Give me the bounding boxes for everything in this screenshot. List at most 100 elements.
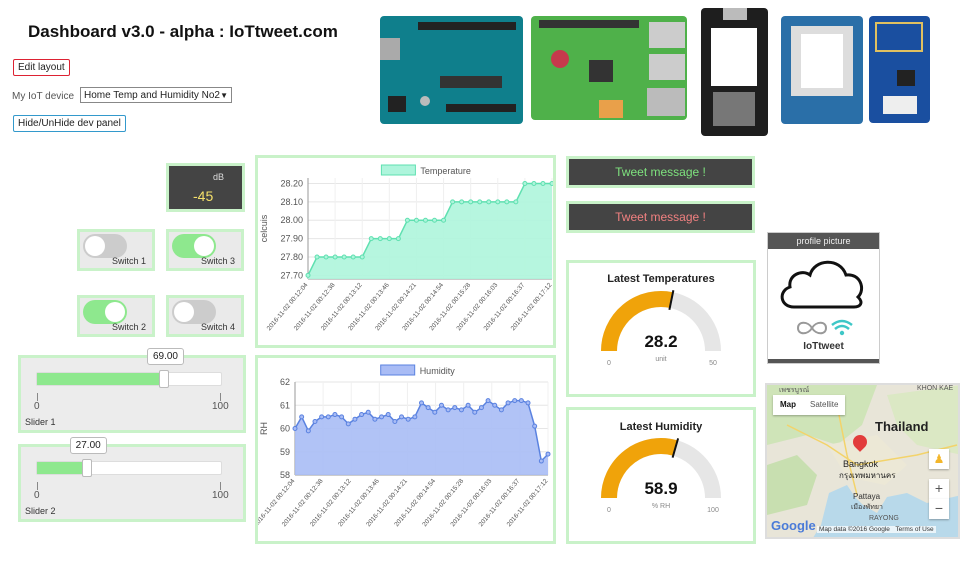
device-select[interactable]: Home Temp and Humidity No2 ▼	[80, 87, 232, 103]
switch-1-toggle[interactable]	[83, 234, 127, 258]
chart-point[interactable]	[472, 409, 478, 415]
chart-ytick-label: 28.00	[280, 215, 303, 225]
chart-point[interactable]	[452, 405, 458, 411]
chart-point[interactable]	[486, 199, 492, 205]
chart-point[interactable]	[319, 414, 325, 420]
chart-point[interactable]	[485, 398, 491, 404]
map-zoom-in-button[interactable]: +	[929, 479, 949, 499]
chart-point[interactable]	[522, 181, 528, 187]
chart-point[interactable]	[379, 414, 385, 420]
slider-2-handle[interactable]	[81, 459, 92, 477]
chart-point[interactable]	[365, 409, 371, 415]
chart-point[interactable]	[405, 416, 411, 422]
chart-point[interactable]	[385, 412, 391, 418]
chart-point[interactable]	[450, 199, 456, 205]
wemos-d1-mini-image	[781, 16, 863, 124]
chart-point[interactable]	[432, 217, 438, 223]
chart-point[interactable]	[504, 199, 510, 205]
chart-point[interactable]	[540, 181, 546, 187]
chart-point[interactable]	[513, 199, 519, 205]
chart-point[interactable]	[465, 402, 471, 408]
tweet-message-button-2[interactable]: Tweet message !	[566, 201, 755, 233]
chart-point[interactable]	[438, 402, 444, 408]
chart-point[interactable]	[341, 254, 347, 260]
switch-2-toggle[interactable]	[83, 300, 127, 324]
chart-point[interactable]	[323, 254, 329, 260]
chart-point[interactable]	[432, 409, 438, 415]
slider-1-max: 100	[212, 401, 229, 412]
slider-1-track[interactable]	[36, 370, 222, 388]
chart-legend-swatch[interactable]	[380, 364, 416, 376]
chart-point[interactable]	[305, 272, 311, 278]
chart-point[interactable]	[419, 400, 424, 406]
chart-point[interactable]	[377, 236, 383, 242]
chart-point[interactable]	[505, 400, 511, 406]
chart-point[interactable]	[512, 398, 518, 404]
chart-point[interactable]	[425, 405, 431, 411]
chart-point[interactable]	[386, 236, 392, 242]
chart-point[interactable]	[325, 414, 331, 420]
chart-point[interactable]	[332, 254, 338, 260]
chart-point[interactable]	[532, 423, 538, 429]
chart-point[interactable]	[368, 236, 374, 242]
chart-point[interactable]	[399, 414, 405, 420]
map-widget[interactable]: Map Satellite เพชรบูรณ์ KHON KAE Thailan…	[765, 383, 960, 539]
chart-point[interactable]	[352, 416, 358, 422]
chart-point[interactable]	[492, 402, 498, 408]
chart-point[interactable]	[345, 421, 351, 427]
chart-point[interactable]	[392, 419, 398, 425]
switch-3-toggle[interactable]	[172, 234, 216, 258]
chart-point[interactable]	[538, 458, 544, 464]
chart-point[interactable]	[292, 426, 298, 431]
chart-point[interactable]	[477, 199, 483, 205]
chart-point[interactable]	[359, 412, 365, 418]
map-pegman-icon[interactable]: ♟	[929, 449, 949, 469]
map-zoom-out-button[interactable]: −	[929, 499, 949, 519]
chart-point[interactable]	[412, 414, 418, 420]
chart-point[interactable]	[498, 407, 504, 413]
slider-2-track[interactable]	[36, 459, 222, 477]
gauge-fill	[601, 438, 678, 499]
slider-1-handle[interactable]	[158, 370, 169, 388]
chart-point[interactable]	[299, 414, 305, 420]
hide-dev-panel-button[interactable]: Hide/UnHide dev panel	[13, 115, 126, 132]
arduino-uno-image	[380, 16, 523, 124]
chart-point[interactable]	[350, 254, 356, 260]
chart-point[interactable]	[525, 400, 531, 406]
map-terms-link[interactable]: Terms of Use	[895, 526, 934, 533]
chart-point[interactable]	[478, 405, 484, 411]
chart-point[interactable]	[458, 407, 464, 413]
chart-point[interactable]	[518, 398, 524, 404]
chart-point[interactable]	[413, 217, 419, 223]
chart-point[interactable]	[545, 451, 551, 457]
chart-point[interactable]	[459, 199, 465, 205]
chart-ytick-label: 61	[280, 400, 290, 410]
map-rayong-label: RAYONG	[869, 515, 899, 522]
switch-4-card: Switch 4	[166, 295, 244, 337]
chart-point[interactable]	[314, 254, 320, 260]
page-title: Dashboard v3.0 - alpha : IoTtweet.com	[28, 22, 338, 41]
chart-legend-swatch[interactable]	[380, 164, 416, 176]
chart-point[interactable]	[495, 199, 501, 205]
chart-point[interactable]	[422, 217, 428, 223]
chart-point[interactable]	[305, 428, 311, 434]
chart-point[interactable]	[312, 419, 318, 425]
chart-point[interactable]	[441, 217, 447, 223]
chart-point[interactable]	[332, 412, 338, 418]
tweet-message-button-1[interactable]: Tweet message !	[566, 156, 755, 188]
chart-point[interactable]	[468, 199, 474, 205]
map-type-satellite-button[interactable]: Satellite	[810, 400, 839, 409]
map-type-map-button[interactable]: Map	[780, 400, 796, 409]
chart-point[interactable]	[549, 181, 553, 187]
chart-point[interactable]	[404, 217, 410, 223]
chart-point[interactable]	[395, 236, 401, 242]
chart-point[interactable]	[445, 407, 451, 413]
switch-4-toggle[interactable]	[172, 300, 216, 324]
chart-point[interactable]	[339, 414, 345, 420]
slider-2-min-tick	[37, 482, 38, 490]
chart-point[interactable]	[531, 181, 537, 187]
chart-point[interactable]	[359, 254, 365, 260]
chart-area	[308, 183, 552, 279]
edit-layout-button[interactable]: Edit layout	[13, 59, 70, 76]
chart-point[interactable]	[372, 416, 378, 422]
